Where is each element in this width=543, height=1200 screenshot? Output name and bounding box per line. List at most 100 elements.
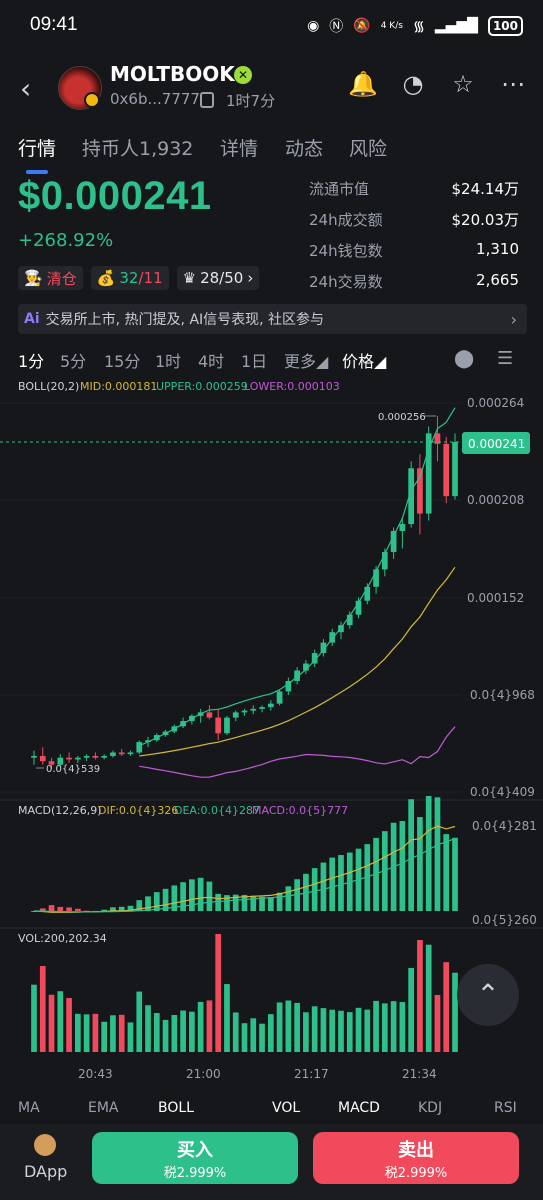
macd-bar — [434, 797, 441, 911]
ind-vol[interactable]: VOL — [272, 1100, 301, 1116]
candle — [267, 703, 274, 708]
volume-bar — [320, 1008, 327, 1052]
candle — [443, 443, 450, 497]
macd-bar — [285, 886, 292, 911]
token-avatar — [58, 66, 102, 110]
volume-bar — [355, 1007, 362, 1052]
indicator-icon[interactable]: ⬤ — [454, 348, 475, 369]
macd-bar — [399, 821, 406, 911]
candle — [364, 586, 371, 601]
chain-badge-icon — [84, 92, 100, 108]
tab-market[interactable]: 行情 — [18, 138, 57, 160]
candle — [224, 717, 230, 734]
macd-bar — [364, 844, 371, 911]
volume-bar — [399, 1002, 406, 1052]
chevron-right-icon: › — [247, 269, 254, 287]
tab-details[interactable]: 详情 — [220, 138, 259, 160]
ind-macd[interactable]: MACD — [338, 1100, 380, 1116]
macd-bar — [320, 862, 327, 911]
volume-bar — [136, 991, 143, 1052]
tab-activity[interactable]: 动态 — [285, 138, 324, 160]
volume-bar — [162, 1019, 169, 1052]
crown-badge[interactable]: ♛ 28/50 › — [176, 266, 260, 290]
candlestick-chart[interactable]: BOLL(20,2) MID:0.000181 UPPER:0.000259 L… — [0, 376, 543, 1096]
ind-kdj[interactable]: KDJ — [418, 1100, 443, 1116]
back-icon[interactable]: ‹ — [20, 72, 32, 105]
macd-bar — [206, 881, 213, 911]
price-tick: 0.000152 — [467, 591, 524, 605]
macd-bar — [39, 908, 46, 911]
ind-boll[interactable]: BOLL — [158, 1100, 194, 1116]
candle — [320, 642, 327, 654]
macd-bar — [127, 905, 134, 911]
money-bag-icon: 💰 — [96, 269, 116, 287]
clear-badge[interactable]: 👨‍🍳 清仓 — [18, 266, 83, 290]
price-tick: 0.000208 — [467, 493, 524, 507]
macd-bar — [224, 895, 230, 911]
macd-bar — [136, 900, 143, 911]
verified-icon: ✕ — [234, 66, 252, 84]
token-address[interactable]: 0x6b...7777 — [110, 90, 200, 108]
footer: DApp 买入 税2.999% 卖出 税2.999% — [0, 1124, 543, 1200]
candle — [390, 531, 397, 552]
candle — [92, 755, 99, 758]
candle — [381, 551, 388, 570]
volume-bar — [153, 1013, 160, 1052]
volume-bar — [101, 1021, 108, 1052]
ai-signal-bar[interactable]: Ai 交易所上市, 热门提及, AI信号表现, 社区参与 › — [18, 304, 527, 334]
speedometer-icon[interactable]: ◔ — [402, 70, 424, 98]
macd-bar — [417, 817, 423, 911]
bell-icon[interactable]: 🔔 — [348, 70, 378, 98]
candle — [250, 708, 257, 711]
ai-icon: Ai — [24, 311, 40, 327]
dapp-label[interactable]: DApp — [24, 1162, 68, 1181]
holders-badge[interactable]: 💰 32/11 — [90, 266, 169, 290]
candle — [48, 761, 55, 765]
price-toggle[interactable]: 价格◢ — [342, 352, 387, 371]
volume-bar — [303, 1012, 309, 1052]
ind-ma[interactable]: MA — [18, 1100, 40, 1116]
tf-15m[interactable]: 15分 — [104, 352, 141, 371]
scroll-up-button[interactable]: ⌃ — [457, 964, 519, 1026]
candle — [206, 712, 213, 718]
chart-area[interactable]: BOLL(20,2) MID:0.000181 UPPER:0.000259 L… — [0, 376, 543, 1096]
volume-bar — [346, 1012, 353, 1052]
volume-bar — [57, 991, 64, 1052]
current-price-tag — [462, 432, 530, 454]
volume-bar — [241, 1023, 248, 1052]
candle — [373, 569, 379, 587]
volume-bar — [232, 1012, 239, 1052]
candle — [294, 670, 300, 681]
tf-more[interactable]: 更多◢ — [284, 352, 329, 371]
copy-icon[interactable] — [200, 92, 214, 108]
more-icon[interactable]: ⋯ — [501, 70, 525, 98]
macd-histogram — [31, 795, 458, 913]
candle — [39, 755, 46, 762]
ind-ema[interactable]: EMA — [88, 1100, 119, 1116]
macd-bar — [101, 909, 108, 911]
star-icon[interactable]: ☆ — [452, 70, 474, 98]
buy-button[interactable]: 买入 税2.999% — [92, 1132, 298, 1184]
boll-mid: MID:0.000181 — [80, 380, 157, 393]
tf-5m[interactable]: 5分 — [60, 352, 87, 371]
candle — [110, 752, 116, 756]
low-label: 0.0{4}539 — [46, 764, 100, 775]
boll-lower-line — [139, 726, 456, 778]
sell-button[interactable]: 卖出 税2.999% — [313, 1132, 519, 1184]
chart-settings-icon[interactable]: ☰ — [497, 348, 514, 369]
tf-4h[interactable]: 4时 — [198, 352, 225, 371]
macd-bar — [259, 896, 265, 911]
dapp-icon[interactable] — [34, 1134, 56, 1156]
nfc-icon: Ⓝ — [329, 19, 344, 35]
tf-1h[interactable]: 1时 — [155, 352, 182, 371]
volume-bar — [75, 1013, 81, 1052]
tf-1m[interactable]: 1分 — [18, 352, 45, 371]
price-tick: 0.0{4}968 — [470, 688, 535, 702]
stat-row: 24h钱包数 1,310 — [309, 240, 519, 260]
ind-rsi[interactable]: RSI — [494, 1100, 517, 1116]
candles — [31, 415, 458, 769]
tf-1d[interactable]: 1日 — [241, 352, 268, 371]
tab-risk[interactable]: 风险 — [349, 138, 388, 160]
tab-holders[interactable]: 持币人1,932 — [82, 138, 194, 160]
signal-icon: ▂▄▆█ — [434, 18, 478, 34]
